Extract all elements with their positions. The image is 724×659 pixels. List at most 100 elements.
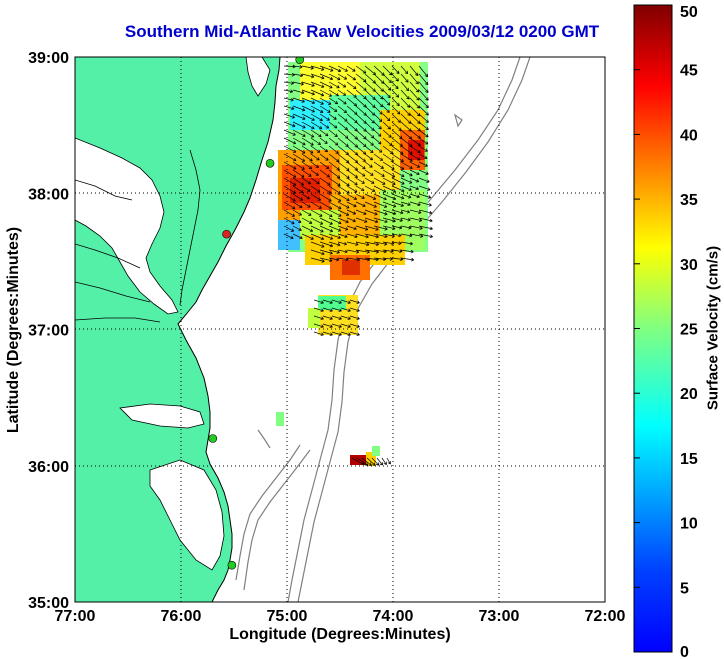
velocity-arrow [346,225,357,231]
velocity-arrow [400,193,412,199]
velocity-arrow [364,185,376,192]
velocity-arrow [310,81,325,88]
velocity-arrow [418,105,429,116]
velocity-arrows [283,64,433,466]
velocity-arrow [337,217,349,224]
velocity-arrow [373,233,388,239]
velocity-arrow [391,193,405,200]
velocity-arrow [292,81,304,86]
velocity-arrow [400,161,413,169]
velocity-arrow [409,177,420,183]
velocity-arrow [409,193,420,199]
velocity-arrow [310,113,323,122]
velocity-arrow [418,169,429,175]
velocity-arrow [391,241,402,245]
velocity-arrow [319,257,333,263]
colorbar-tick-label: 10 [680,516,698,533]
velocity-arrow [283,177,297,186]
velocity-arrow [364,233,379,239]
velocity-arrow [283,193,296,202]
velocity-arrow [328,121,338,129]
velocity-arrow [400,153,413,162]
velocity-arrow [391,225,403,230]
velocity-arrow [382,257,393,261]
velocity-arrow [361,457,372,466]
velocity-arrow [418,145,428,152]
velocity-arrow [292,137,306,146]
velocity-arrow [400,217,411,222]
velocity-arrow [376,457,383,466]
velocity-arrow [310,89,325,97]
velocity-arrow [328,193,342,202]
velocity-arrow [328,209,342,217]
velocity-arrow [310,185,321,193]
velocity-arrow [364,217,379,224]
velocity-arrow [331,307,342,313]
velocity-arrow [346,185,358,193]
velocity-arrow [310,121,323,130]
velocity-arrow [292,161,305,170]
velocity-arrow [418,153,428,159]
albemarle-sound [119,403,205,429]
velocity-arrow [373,153,384,161]
velocity-arrow [373,113,383,123]
velocity-arrow [409,185,419,191]
velocity-arrow [292,145,306,154]
velocity-arrow [409,65,419,76]
velocity-arrow [283,89,294,94]
velocity-arrow [409,233,424,238]
velocity-arrow [409,145,421,154]
velocity-arrow [400,97,411,108]
velocity-arrow [292,105,306,112]
velocity-arrow [301,185,311,192]
velocity-arrow [301,233,314,240]
velocity-arrow [409,89,420,101]
velocity-arrow [418,201,432,207]
velocity-arrow [400,65,409,75]
velocity-arrow [301,129,315,138]
velocity-arrow [346,193,358,200]
velocity-arrow [328,129,338,137]
velocity-arrow [310,233,325,241]
velocity-arrow [355,161,366,170]
station-marker [295,57,305,65]
velocity-arrow [364,169,374,176]
velocity-arrow [331,323,342,329]
y-tick-label: 35:00 [28,595,69,612]
velocity-arrow [373,137,382,145]
river-york [75,281,151,303]
velocity-arrow [400,145,413,155]
velocity-arrow [382,233,395,238]
velocity-arrow [292,177,304,186]
velocity-arrow [310,201,322,209]
velocity-arrow [418,81,429,93]
velocity-arrow [328,137,339,146]
velocity-arrow [319,121,330,129]
velocity-arrow [319,177,331,186]
velocity-arrow [373,161,384,169]
velocity-arrow [292,97,305,103]
chesapeake-bay [75,137,179,315]
x-tick-label: 72:00 [585,608,626,625]
x-axis-ticks: 77:00 76:00 75:00 74:00 73:00 72:00 [55,608,626,625]
velocity-arrow [391,153,404,163]
velocity-arrow [382,73,392,84]
station-marker [222,229,231,239]
velocity-arrow [322,331,333,337]
velocity-arrow [382,177,396,186]
velocity-arrow [418,65,429,78]
velocity-arrow [283,209,295,217]
velocity-arrow [364,193,377,200]
velocity-arrow [346,169,358,178]
velocity-arrow [328,153,340,163]
velocity-arrow [337,177,350,187]
velocity-arrow [319,105,331,113]
velocity-arrow [400,169,413,177]
velocity-arrow [400,225,412,230]
velocity-arrow [400,73,409,83]
velocity-arrow [337,105,348,114]
velocity-arrow [373,89,384,100]
velocity-arrow [382,113,391,122]
velocity-arrow [409,225,423,230]
